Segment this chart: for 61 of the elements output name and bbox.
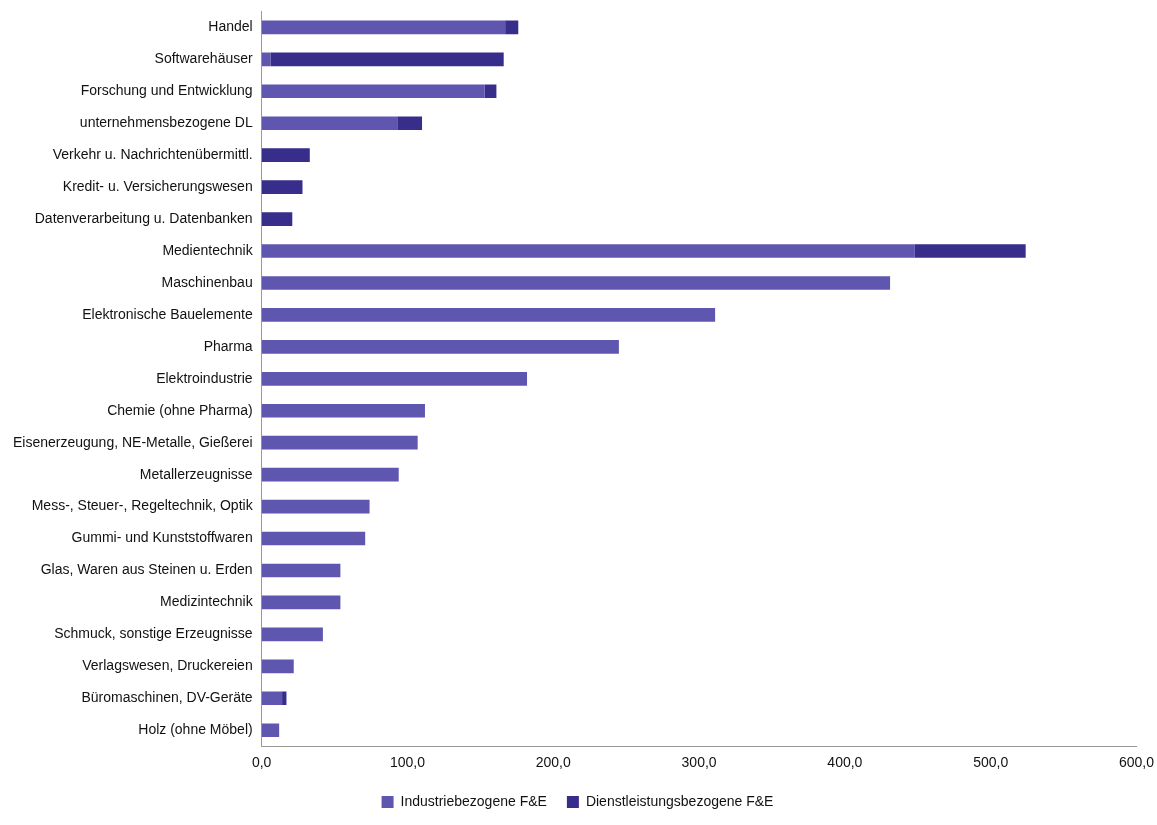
- x-tick-label: 300,0: [681, 754, 717, 771]
- bar: [261, 52, 271, 67]
- x-tick-label: 400,0: [827, 754, 863, 771]
- bar: [261, 499, 370, 514]
- y-tick-label: Elektroindustrie: [156, 369, 253, 386]
- x-tick-label: 600,0: [1118, 754, 1155, 771]
- y-tick-label: Schmuck, sonstige Erzeugnisse: [54, 625, 253, 642]
- bar: [261, 180, 303, 194]
- legend-label: Industriebezogene F&E: [400, 792, 547, 809]
- bar: [261, 691, 283, 706]
- bar: [505, 20, 519, 35]
- bar: [261, 563, 341, 578]
- bar: [261, 84, 485, 99]
- y-tick-label: Holz (ohne Möbel): [138, 721, 253, 738]
- bar: [261, 116, 398, 131]
- y-tick-label: Datenverarbeitung u. Datenbanken: [34, 209, 253, 226]
- y-tick-label: Büromaschinen, DV-Geräte: [81, 689, 253, 706]
- y-tick-label: Elektronische Bauelemente: [82, 305, 253, 322]
- bar: [261, 531, 366, 546]
- y-tick-label: Metallerzeugnisse: [139, 465, 253, 482]
- y-tick-label: Glas, Waren aus Steinen u. Erden: [40, 561, 253, 578]
- bar: [261, 308, 716, 322]
- y-tick-label: Pharma: [203, 337, 253, 354]
- y-tick-label: Verkehr u. Nachrichtenübermittl.: [52, 146, 253, 163]
- x-tick-label: 200,0: [535, 754, 571, 771]
- y-tick-label: Handel: [208, 18, 253, 35]
- bar: [261, 20, 506, 35]
- y-tick-label: Chemie (ohne Pharma): [107, 401, 253, 418]
- y-tick-label: unternehmensbezogene DL: [79, 114, 253, 131]
- legend-label: Dienstleistungsbezogene F&E: [585, 792, 774, 809]
- bar: [261, 403, 425, 418]
- y-tick-label: Kredit- u. Versicherungswesen: [62, 177, 253, 194]
- bar: [397, 116, 423, 131]
- y-tick-label: Maschinenbau: [161, 273, 253, 290]
- y-tick-label: Mess-, Steuer-, Regeltechnik, Optik: [31, 497, 254, 514]
- bar: [261, 340, 619, 354]
- bar: [282, 691, 287, 706]
- bar: [270, 52, 504, 67]
- y-tick-label: Softwarehäuser: [154, 50, 253, 67]
- bar: [261, 627, 323, 642]
- x-tick-label: 0,0: [251, 754, 272, 771]
- y-tick-label: Forschung und Entwicklung: [80, 82, 253, 99]
- bar: [261, 371, 528, 386]
- bar: [484, 84, 497, 99]
- y-tick-label: Gummi- und Kunststoffwaren: [71, 529, 253, 546]
- bar: [261, 723, 280, 738]
- bar: [261, 435, 418, 450]
- x-tick-label: 100,0: [389, 754, 426, 771]
- y-tick-label: Eisenerzeugung, NE-Metalle, Gießerei: [13, 433, 253, 450]
- bar: [261, 148, 310, 162]
- bar: [914, 244, 1026, 258]
- y-tick-label: Verlagswesen, Druckereien: [82, 657, 253, 674]
- bar: [261, 595, 341, 610]
- bar: [261, 244, 915, 258]
- bar: [261, 276, 891, 290]
- bar: [261, 467, 399, 482]
- x-tick-label: 500,0: [973, 754, 1009, 771]
- bar: [261, 659, 294, 674]
- bar: [261, 212, 293, 226]
- y-tick-label: Medientechnik: [162, 241, 254, 258]
- y-tick-label: Medizintechnik: [160, 593, 254, 610]
